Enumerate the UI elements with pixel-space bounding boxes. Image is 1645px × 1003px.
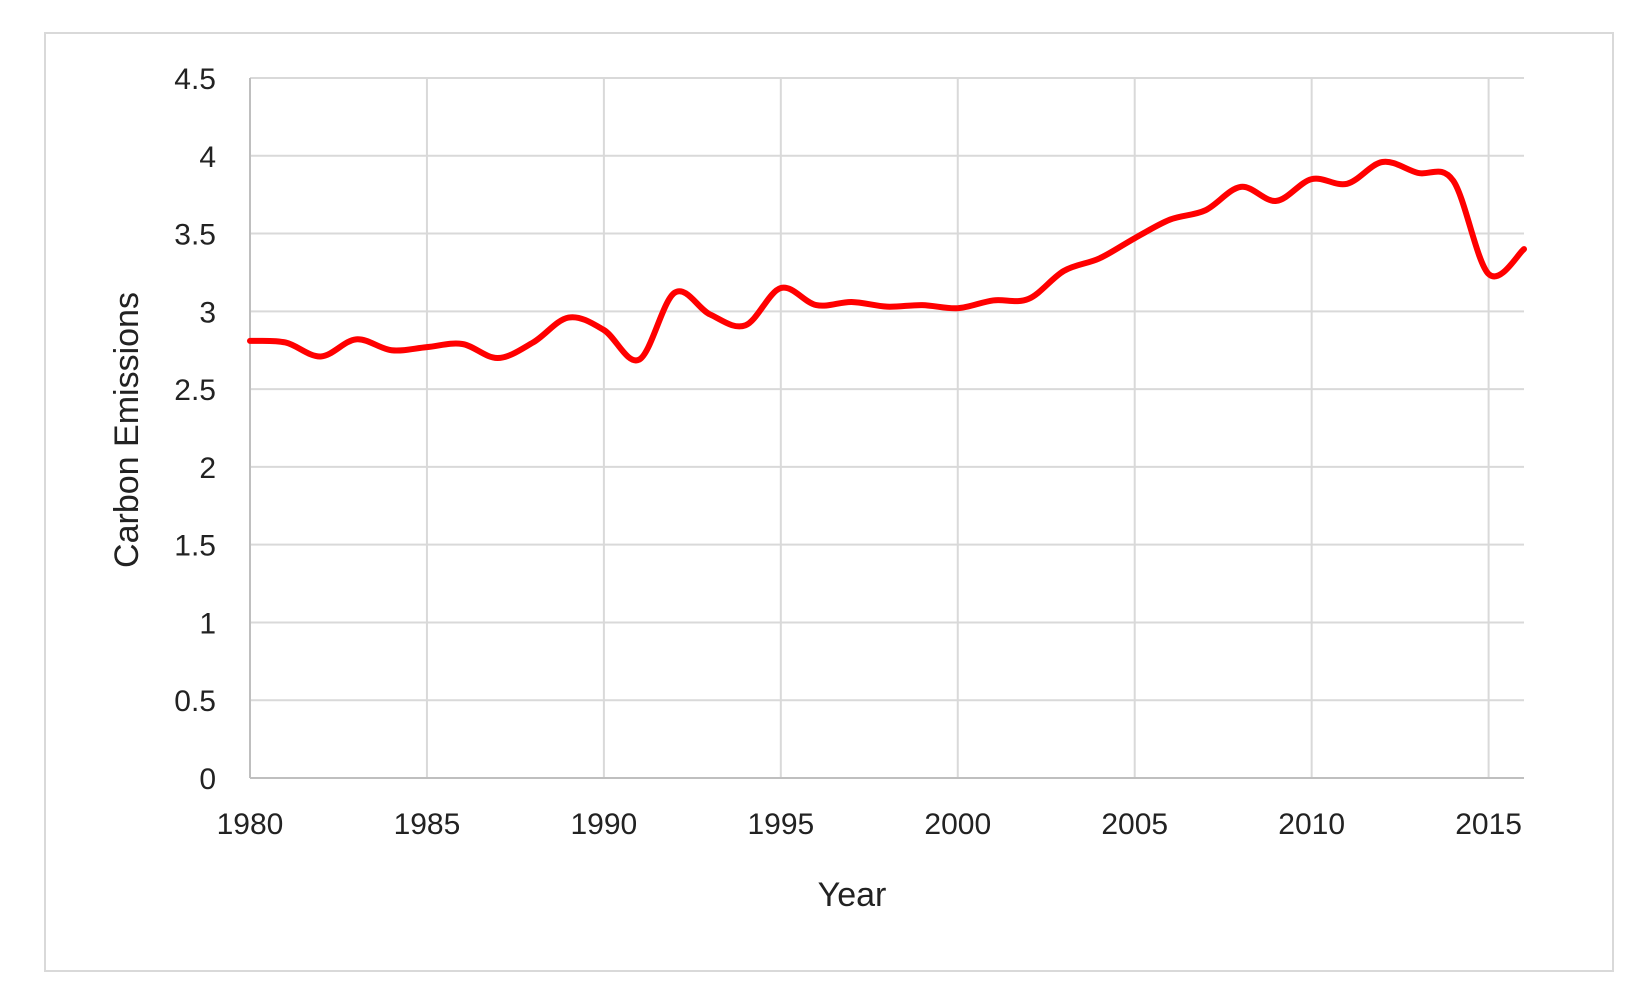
series-line bbox=[247, 158, 1527, 364]
y-tick-label: 1 bbox=[199, 607, 216, 640]
y-tick-label: 2.5 bbox=[174, 374, 216, 407]
x-tick-label: 1990 bbox=[571, 808, 638, 841]
y-tick-label: 3 bbox=[199, 296, 216, 329]
x-tick-label: 1985 bbox=[394, 808, 461, 841]
y-tick-label: 0 bbox=[199, 763, 216, 796]
x-tick-labels: 1980 1985 1990 1995 2000 2005 2010 2015 bbox=[217, 808, 1522, 841]
y-tick-label: 4 bbox=[199, 141, 216, 174]
x-tick-label: 2005 bbox=[1101, 808, 1168, 841]
x-tick-label: 1980 bbox=[217, 808, 284, 841]
chart-frame bbox=[44, 32, 1614, 972]
y-tick-label: 4.5 bbox=[174, 63, 216, 96]
y-tick-label: 3.5 bbox=[174, 219, 216, 252]
x-tick-label: 1995 bbox=[747, 808, 814, 841]
x-tick-label: 2015 bbox=[1455, 808, 1522, 841]
y-tick-label: 0.5 bbox=[174, 685, 216, 718]
x-tick-label: 2010 bbox=[1278, 808, 1345, 841]
series-layer bbox=[247, 158, 1527, 364]
y-axis-title: Carbon Emissions bbox=[108, 292, 146, 568]
axes bbox=[249, 78, 1524, 779]
y-tick-labels: 0 0.5 1 1.5 2 2.5 3 3.5 4 4.5 bbox=[174, 63, 216, 796]
x-tick-label: 2000 bbox=[924, 808, 991, 841]
y-tick-label: 1.5 bbox=[174, 530, 216, 563]
x-axis-title: Year bbox=[818, 876, 887, 914]
y-tick-label: 2 bbox=[199, 452, 216, 485]
